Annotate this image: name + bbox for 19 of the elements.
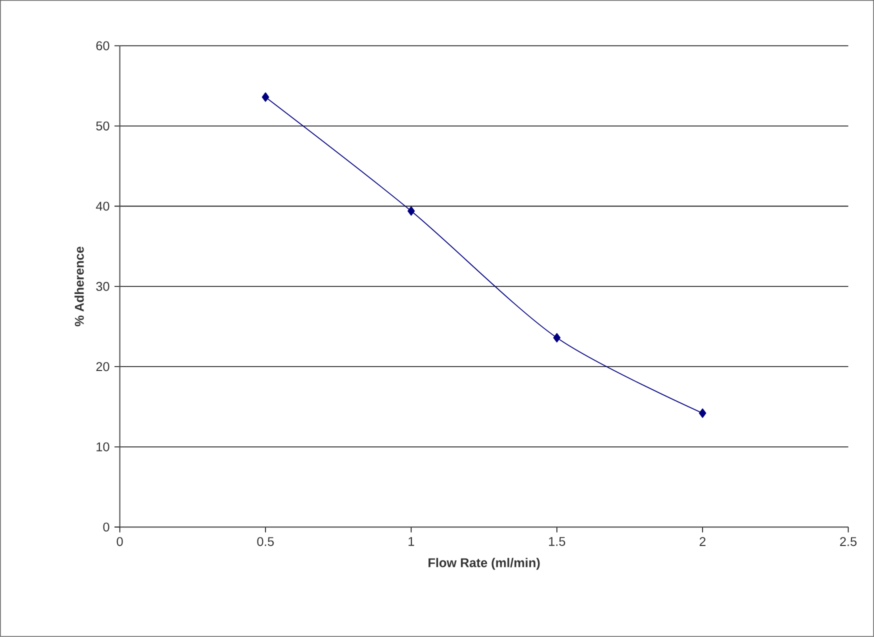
x-tick-label: 2	[700, 537, 706, 546]
x-axis-title: Flow Rate (ml/min)	[428, 558, 540, 570]
y-tick-label: 50	[96, 122, 110, 131]
y-axis-title: % Adherence	[74, 246, 84, 326]
y-tick-label: 60	[96, 41, 110, 50]
y-tick-label: 40	[96, 202, 110, 211]
y-tick-label: 10	[96, 442, 110, 452]
point	[698, 408, 706, 418]
x-tick-label: 0	[116, 537, 123, 546]
x-tick-label: 2.5	[840, 537, 857, 546]
y-tick-label: 30	[96, 282, 110, 291]
y-tick-label: 20	[96, 362, 110, 372]
point	[553, 333, 561, 343]
y-tick-label: 0	[103, 522, 110, 532]
x-tick-label: 1.5	[549, 537, 566, 546]
point	[262, 92, 270, 102]
x-tick-label: 0.5	[257, 537, 274, 546]
x-tick-label: 1	[408, 537, 414, 546]
point	[408, 206, 415, 216]
